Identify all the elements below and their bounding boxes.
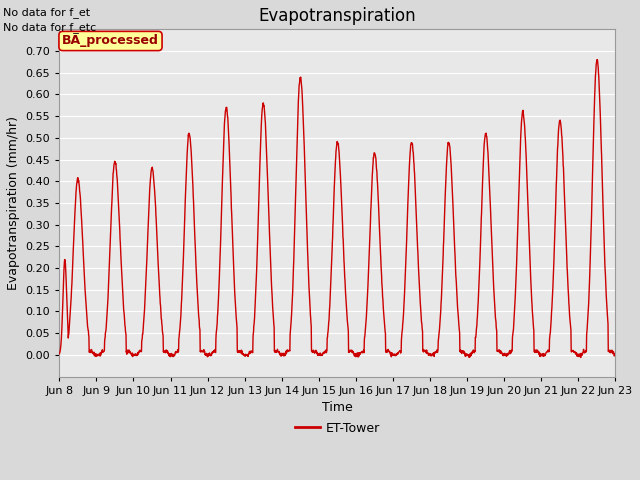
Y-axis label: Evapotranspiration (mm/hr): Evapotranspiration (mm/hr) xyxy=(7,116,20,290)
X-axis label: Time: Time xyxy=(322,401,353,414)
Text: BA_processed: BA_processed xyxy=(62,35,159,48)
Legend: ET-Tower: ET-Tower xyxy=(290,417,385,440)
Text: No data for f_et: No data for f_et xyxy=(3,7,90,18)
Text: No data for f_etc: No data for f_etc xyxy=(3,22,97,33)
Title: Evapotranspiration: Evapotranspiration xyxy=(259,7,416,25)
